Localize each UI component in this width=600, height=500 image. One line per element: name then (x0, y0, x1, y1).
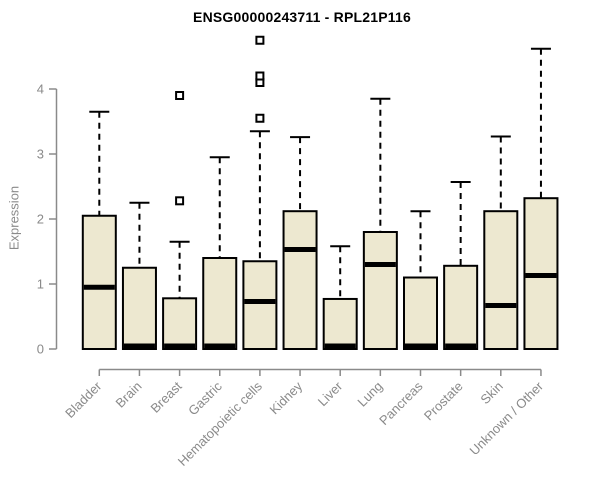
x-tick-label-skin: Skin (477, 379, 505, 407)
x-tick-label-breast: Breast (148, 378, 185, 415)
chart-title: ENSG00000243711 - RPL21P116 (193, 9, 411, 25)
box-prostate (443, 264, 479, 350)
x-tick-label-brain: Brain (112, 379, 144, 411)
box-brain (121, 266, 157, 350)
x-tick-label-pancreas: Pancreas (376, 378, 426, 428)
box-skin (483, 210, 519, 350)
x-tick-label-lung: Lung (354, 379, 385, 410)
y-tick-label-4: 4 (37, 82, 44, 97)
box-bladder (81, 214, 117, 350)
box-hematopoietic-cells (242, 260, 278, 350)
x-tick-label-unknown-other: Unknown / Other (466, 378, 546, 458)
x-tick-label-bladder: Bladder (62, 378, 105, 421)
outlier-hematopoietic-cells-4 (255, 35, 265, 45)
outlier-hematopoietic-cells-3 (255, 71, 265, 81)
box-lung (362, 231, 398, 350)
outlier-breast-1 (175, 196, 185, 206)
y-tick-label-1: 1 (37, 277, 44, 292)
y-tick-label-0: 0 (37, 342, 44, 357)
box-gastric (202, 257, 238, 350)
x-tick-label-gastric: Gastric (185, 378, 225, 418)
x-tick-label-liver: Liver (315, 378, 346, 409)
x-tick-label-kidney: Kidney (266, 378, 305, 417)
outlier-breast-2 (175, 91, 185, 100)
outlier-hematopoietic-cells-1 (255, 113, 265, 123)
box-liver (322, 297, 358, 351)
x-tick-label-prostate: Prostate (421, 379, 466, 424)
y-tick-label-3: 3 (37, 147, 44, 162)
box-kidney (282, 210, 318, 350)
box-breast (162, 297, 198, 350)
box-pancreas (403, 276, 438, 350)
y-tick-label-2: 2 (37, 212, 44, 227)
